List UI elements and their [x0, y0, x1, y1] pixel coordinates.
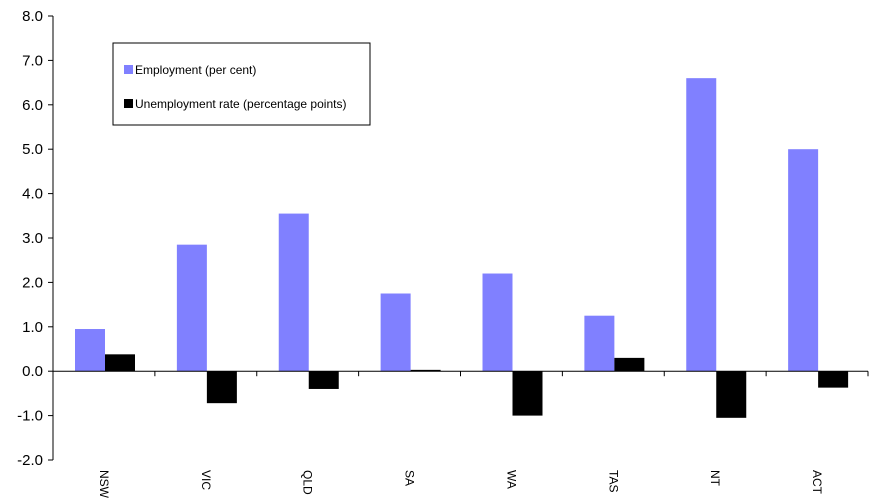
bar-employment	[788, 149, 819, 372]
legend-label-unemployment: Unemployment rate (percentage points)	[135, 97, 346, 111]
y-tick-label: 1.0	[22, 319, 43, 336]
x-category-label: VIC	[199, 470, 213, 490]
bar-unemployment	[105, 354, 135, 372]
legend-swatch-employment	[124, 65, 133, 74]
y-tick-label: 6.0	[22, 97, 43, 114]
bar-employment	[482, 273, 513, 372]
y-tick-label: -2.0	[17, 452, 43, 469]
x-category-label: NT	[708, 470, 722, 487]
bar-unemployment	[716, 371, 747, 418]
legend-swatch-unemployment	[124, 99, 133, 108]
y-tick-label: 8.0	[22, 8, 43, 25]
y-tick-label: 4.0	[22, 186, 43, 203]
legend-box	[112, 42, 371, 126]
bar-unemployment	[818, 371, 849, 388]
y-tick-label: 0.0	[22, 363, 43, 380]
x-category-label: ACT	[810, 470, 824, 495]
bar-unemployment	[206, 371, 237, 404]
y-tick-label: 5.0	[22, 141, 43, 158]
y-tick-label: 2.0	[22, 274, 43, 291]
legend-label-employment: Employment (per cent)	[135, 63, 256, 77]
x-category-label: NSW	[97, 470, 111, 499]
x-category-label: TAS	[606, 470, 620, 492]
bar-unemployment	[512, 371, 543, 416]
legend: Employment (per cent) Unemployment rate …	[112, 42, 371, 126]
bar-unemployment	[410, 369, 441, 372]
x-category-label: SA	[403, 470, 417, 486]
bars	[75, 78, 849, 418]
y-tick-label: 7.0	[22, 52, 43, 69]
bar-employment	[686, 78, 717, 372]
y-tick-label: 3.0	[22, 230, 43, 247]
bar-employment	[584, 315, 615, 372]
y-tick-label: -1.0	[17, 408, 43, 425]
y-axis: 8.0 7.0 6.0 5.0 4.0 3.0 2.0 1.0 0.0 -1.0 -2.0	[17, 8, 54, 469]
x-category-label: QLD	[301, 470, 315, 495]
bar-employment	[75, 329, 105, 372]
bar-unemployment	[614, 357, 645, 372]
bar-employment	[380, 293, 411, 372]
bar-employment	[176, 244, 207, 372]
bar-employment	[278, 213, 309, 372]
x-axis: NSW VIC QLD SA WA TAS NT ACT	[52, 370, 869, 499]
x-category-label: WA	[504, 470, 518, 489]
bar-unemployment	[308, 371, 339, 389]
